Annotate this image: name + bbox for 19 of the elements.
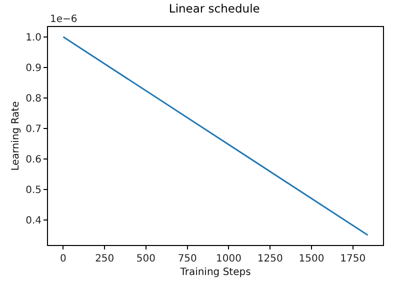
y-tick-label: 0.4 <box>26 215 42 226</box>
chart-title: Linear schedule <box>168 1 260 16</box>
x-axis-title: Training Steps <box>179 267 251 278</box>
x-tick-label: 1000 <box>216 254 242 264</box>
y-tick-label: 0.6 <box>26 154 42 166</box>
text: 1e−6 <box>50 14 78 25</box>
x-tick-label: 1750 <box>340 254 366 264</box>
y-tick-label: 0.9 <box>26 62 42 74</box>
x-tick-label: 1500 <box>298 254 324 264</box>
x-tick-label: 1250 <box>257 254 283 264</box>
y-tick-label: 0.8 <box>26 93 42 104</box>
y-tick-label: 1.0 <box>26 32 42 44</box>
y-tick-label: 0.5 <box>26 184 42 196</box>
x-tick-label: 750 <box>178 254 197 264</box>
x-tick-label: 250 <box>95 254 114 264</box>
x-tick-label: 500 <box>136 254 156 264</box>
x-tick-label: 0 <box>60 254 66 264</box>
y-axis-title: Learning Rate <box>10 101 22 171</box>
y-tick-label: 0.7 <box>26 124 42 135</box>
